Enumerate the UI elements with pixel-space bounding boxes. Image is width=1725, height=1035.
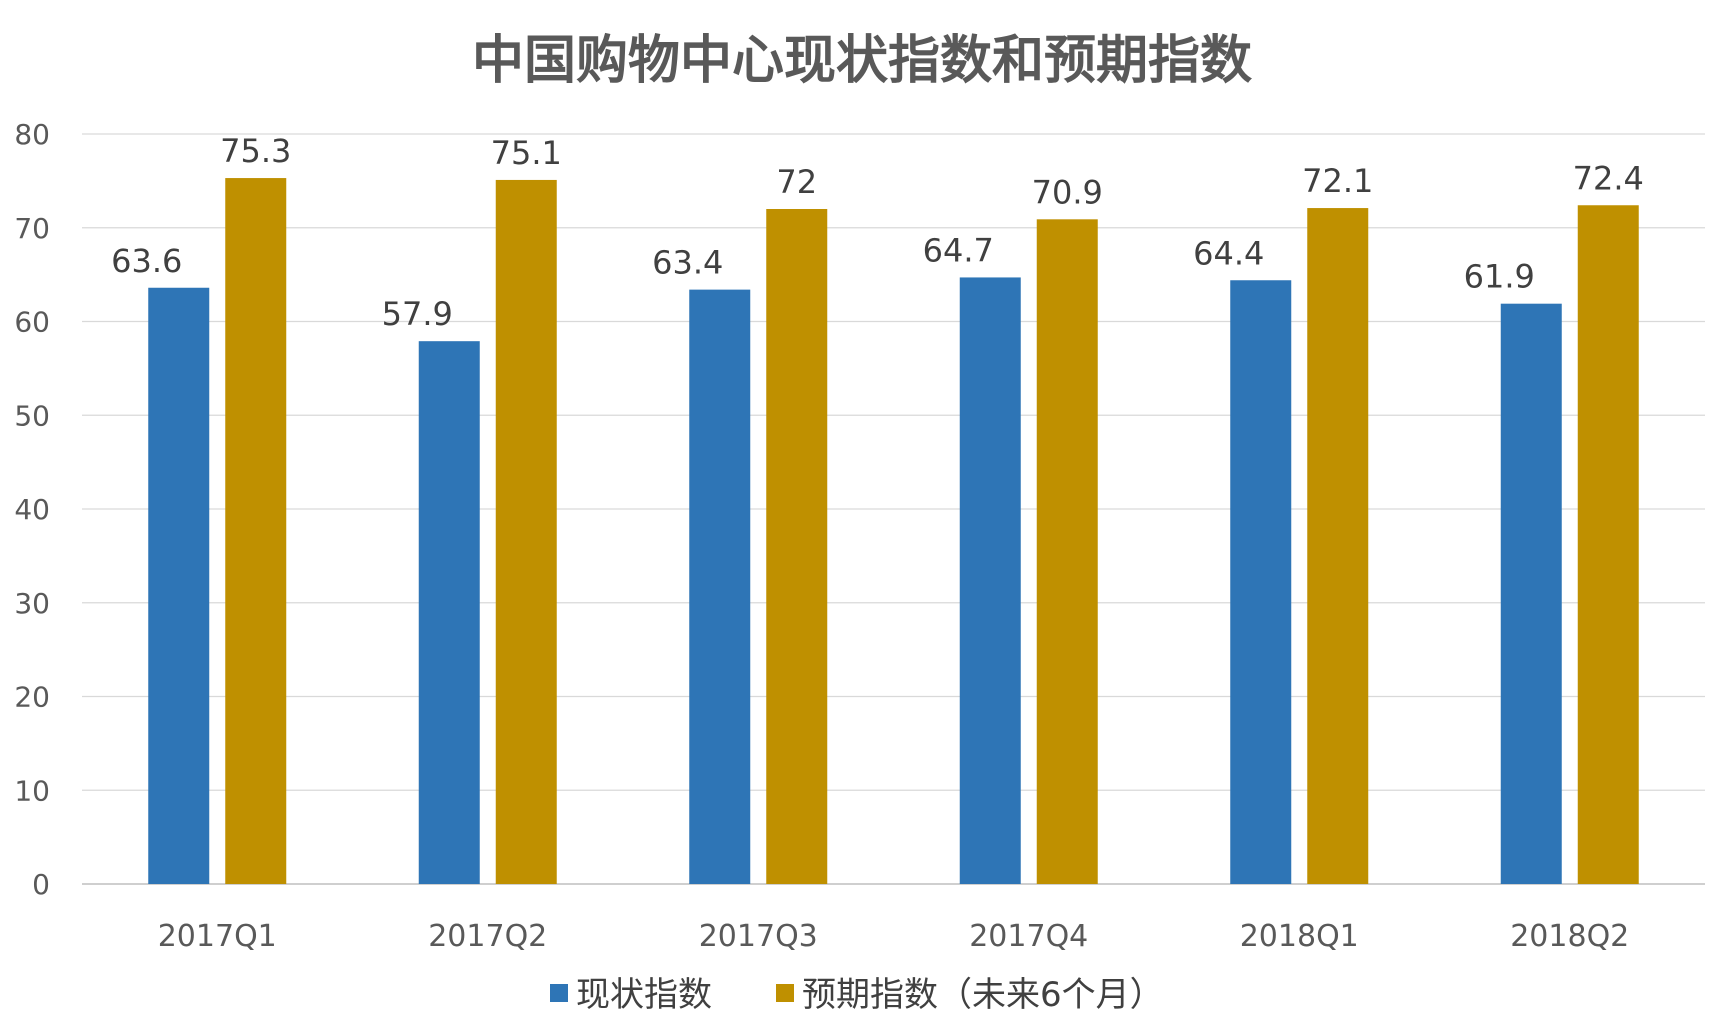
y-tick-label: 60 — [14, 306, 50, 339]
bar-current-2017Q2 — [418, 341, 480, 884]
y-tick-label: 80 — [14, 118, 50, 151]
legend-swatch — [776, 984, 794, 1002]
x-category-label: 2017Q2 — [428, 919, 547, 954]
x-category-label: 2017Q4 — [969, 919, 1088, 954]
legend-label: 现状指数 — [576, 975, 712, 1015]
gridlines — [82, 133, 1705, 885]
legend-label: 预期指数（未来6个月） — [802, 975, 1164, 1015]
data-label: 63.4 — [652, 244, 723, 282]
x-category-label: 2018Q1 — [1240, 919, 1359, 954]
bar-current-2018Q2 — [1500, 303, 1562, 884]
data-label: 75.1 — [491, 134, 562, 172]
data-label: 61.9 — [1464, 258, 1535, 296]
bar-current-2017Q1 — [148, 287, 210, 884]
bar-expected-2017Q2 — [495, 179, 557, 884]
data-label: 72.4 — [1573, 159, 1644, 197]
data-label: 64.7 — [923, 231, 994, 269]
data-label: 70.9 — [1032, 173, 1103, 211]
bar-current-2017Q4 — [959, 277, 1021, 884]
data-label: 75.3 — [220, 132, 291, 170]
bar-expected-2017Q1 — [225, 178, 287, 884]
bar-expected-2017Q4 — [1036, 219, 1098, 884]
x-category-label: 2017Q1 — [158, 919, 277, 954]
y-tick-label: 30 — [14, 587, 50, 620]
data-label: 64.4 — [1193, 234, 1264, 272]
y-tick-label: 40 — [14, 493, 50, 526]
bar-current-2017Q3 — [689, 289, 751, 884]
data-labels: 63.6 75.3 57.9 75.1 63.4 72 64.7 70.9 64.4 72.1 61… — [111, 132, 1644, 333]
chart-title: 中国购物中心现状指数和预期指数 — [472, 31, 1252, 91]
bar-expected-2018Q1 — [1307, 208, 1369, 884]
x-category-label: 2017Q3 — [699, 919, 818, 954]
data-label: 72.1 — [1302, 162, 1373, 200]
x-category-label: 2018Q2 — [1510, 919, 1629, 954]
y-tick-label: 0 — [32, 868, 50, 901]
y-tick-label: 10 — [14, 774, 50, 807]
data-label: 72 — [776, 163, 817, 201]
x-axis-categories: 2017Q1 2017Q2 2017Q3 2017Q4 2018Q1 2018Q2 — [158, 919, 1630, 954]
data-label: 63.6 — [111, 242, 182, 280]
bar-expected-2018Q2 — [1577, 205, 1639, 884]
bar-expected-2017Q3 — [766, 209, 828, 884]
y-axis-ticks: 0 10 20 30 40 50 60 70 80 — [14, 118, 50, 901]
bar-current-2018Q1 — [1230, 280, 1292, 884]
legend-swatch — [550, 984, 568, 1002]
y-tick-label: 20 — [14, 681, 50, 714]
data-label: 57.9 — [382, 295, 453, 333]
legend: 现状指数 预期指数（未来6个月） — [550, 975, 1164, 1015]
y-tick-label: 70 — [14, 212, 50, 245]
bars — [148, 178, 1639, 884]
y-tick-label: 50 — [14, 399, 50, 432]
